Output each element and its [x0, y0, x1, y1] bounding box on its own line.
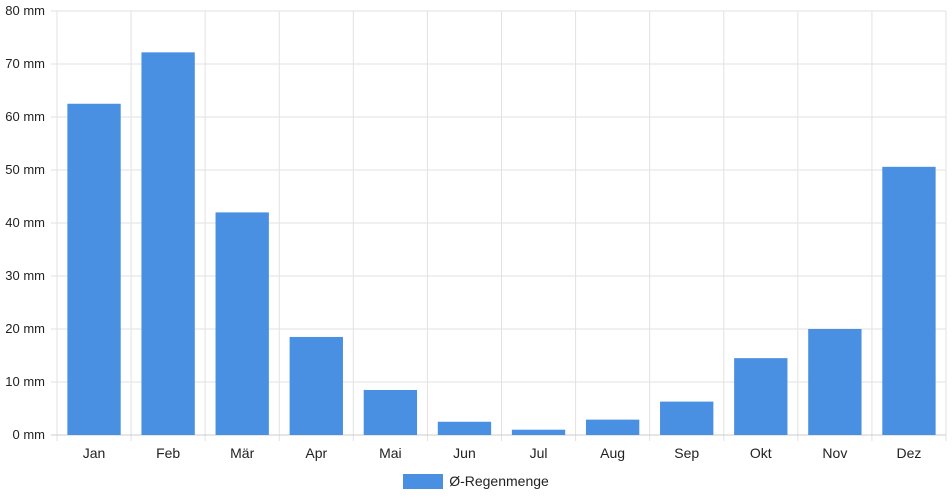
y-tick-label: 40 mm — [5, 215, 45, 230]
bar-layer — [67, 52, 936, 436]
y-tick-label: 50 mm — [5, 162, 45, 177]
legend-swatch — [403, 473, 444, 489]
x-tick-label: Jan — [83, 445, 106, 461]
bar-jul — [511, 429, 566, 435]
bar-okt — [734, 358, 788, 435]
x-tick-label: Dez — [897, 445, 922, 461]
x-tick-label: Feb — [156, 445, 180, 461]
y-tick-label: 30 mm — [5, 268, 45, 283]
legend-label: Ø-Regenmenge — [449, 473, 549, 489]
x-tick-label: Aug — [600, 445, 625, 461]
y-tick-label: 10 mm — [5, 374, 45, 389]
x-axis-ticks: Jan Feb Mär Apr Mai Jun Jul Aug Sep Okt Nov Dez — [83, 445, 922, 461]
y-tick-label: 70 mm — [5, 56, 45, 71]
y-tick-label: 80 mm — [5, 3, 45, 18]
x-tick-label: Sep — [674, 445, 699, 461]
x-tick-label: Nov — [822, 445, 847, 461]
x-tick-label: Apr — [305, 445, 327, 461]
bar-mai — [363, 389, 418, 435]
y-tick-label: 20 mm — [5, 321, 45, 336]
x-tick-label: Okt — [750, 445, 772, 461]
x-tick-label: Jul — [530, 445, 548, 461]
bar-apr — [289, 336, 343, 435]
chart-canvas: 0 mm 10 mm 20 mm 30 mm 40 mm 50 mm 60 mm 70 mm 8… — [5, 3, 947, 461]
x-tick-label: Jun — [453, 445, 476, 461]
x-tick-label: Mai — [379, 445, 402, 461]
chart-legend: Ø-Regenmenge — [0, 473, 952, 489]
bar-nov — [808, 329, 862, 435]
y-axis-ticks: 0 mm 10 mm 20 mm 30 mm 40 mm 50 mm 60 mm 70 mm 8… — [5, 3, 45, 442]
bar-dez — [882, 166, 936, 435]
bar-jan — [67, 103, 121, 435]
y-tick-label: 0 mm — [13, 427, 46, 442]
grid-layer — [51, 10, 947, 441]
x-tick-label: Mär — [230, 445, 254, 461]
bar-mär — [215, 212, 269, 435]
bar-jun — [437, 421, 492, 435]
bar-feb — [141, 52, 195, 436]
bar-aug — [585, 419, 640, 435]
y-tick-label: 60 mm — [5, 109, 45, 124]
bar-sep — [660, 401, 714, 435]
